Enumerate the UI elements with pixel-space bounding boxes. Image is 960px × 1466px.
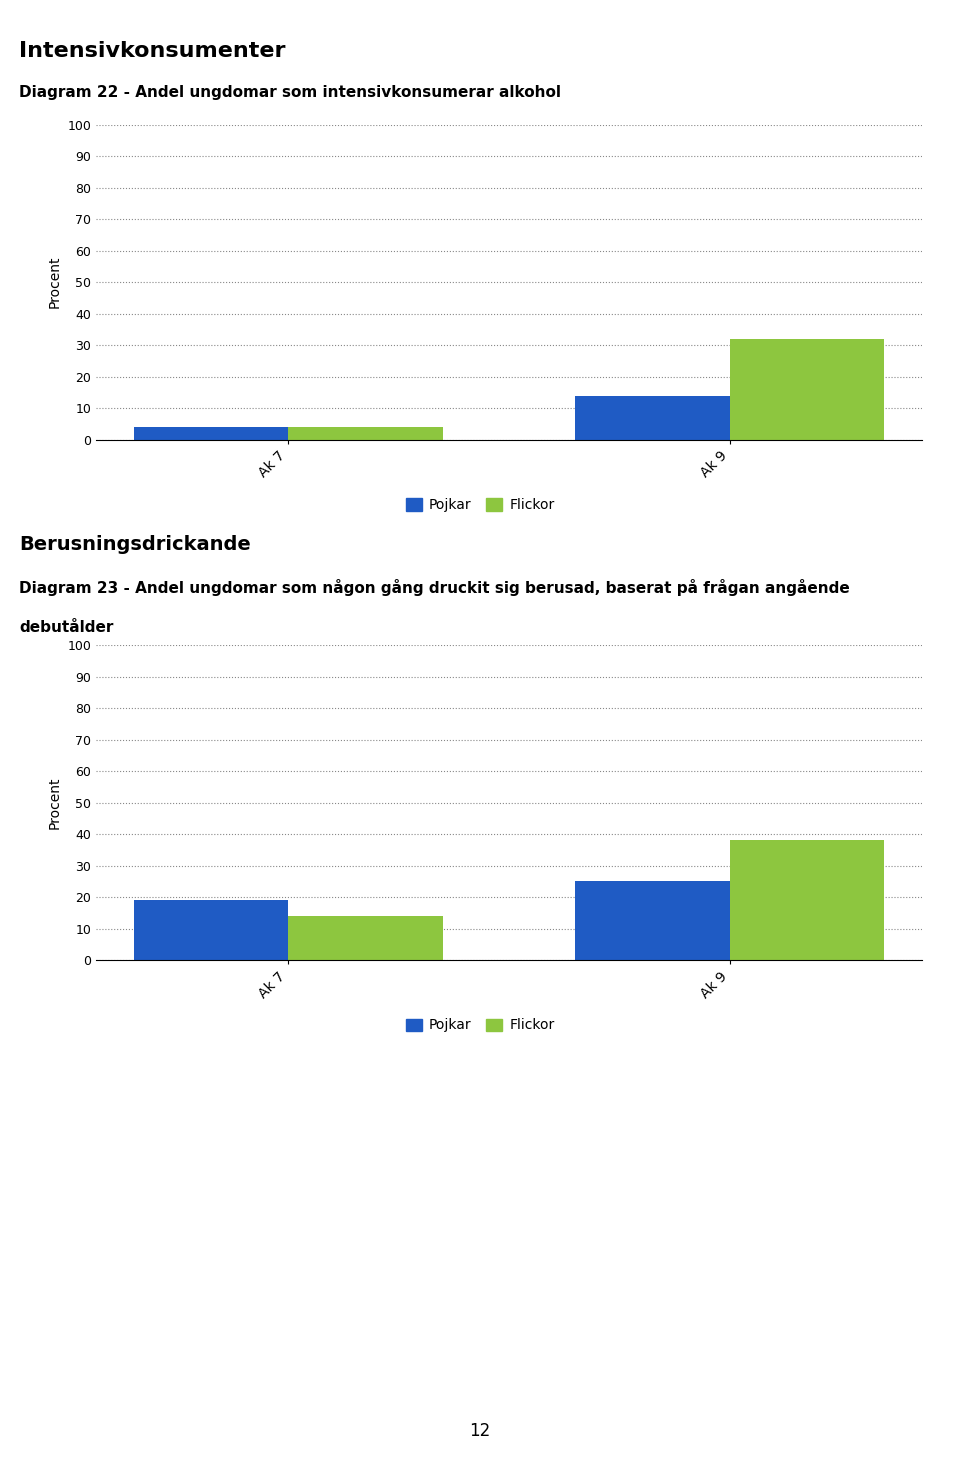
Y-axis label: Procent: Procent [48,257,61,308]
Text: debutålder: debutålder [19,620,113,635]
Legend: Pojkar, Flickor: Pojkar, Flickor [405,498,555,512]
Text: Intensivkonsumenter: Intensivkonsumenter [19,41,286,62]
Legend: Pojkar, Flickor: Pojkar, Flickor [405,1019,555,1032]
Bar [288,427,443,440]
Bar [730,840,884,960]
Text: 12: 12 [469,1422,491,1440]
Bar [133,427,288,440]
Y-axis label: Procent: Procent [48,777,61,828]
Bar [730,339,884,440]
Bar [575,396,730,440]
Text: Diagram 22 - Andel ungdomar som intensivkonsumerar alkohol: Diagram 22 - Andel ungdomar som intensiv… [19,85,562,100]
Bar [575,881,730,960]
Text: Diagram 23 - Andel ungdomar som någon gång druckit sig berusad, baserat på fråga: Diagram 23 - Andel ungdomar som någon gå… [19,579,850,597]
Text: Berusningsdrickande: Berusningsdrickande [19,535,251,554]
Bar [133,900,288,960]
Bar [288,916,443,960]
